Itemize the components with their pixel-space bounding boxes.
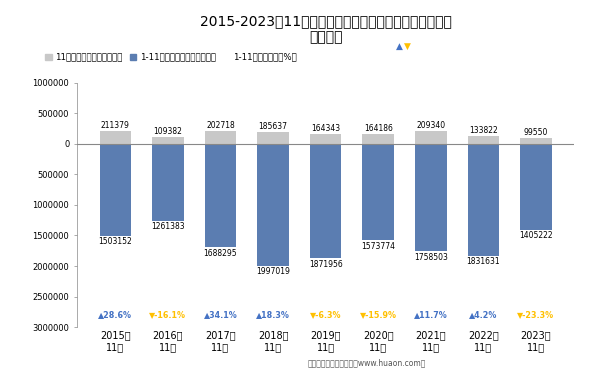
Text: ▼-15.9%: ▼-15.9% bbox=[360, 310, 397, 319]
Text: 211379: 211379 bbox=[101, 121, 130, 130]
Bar bbox=[415, 131, 446, 144]
Text: 209340: 209340 bbox=[416, 121, 445, 130]
Bar bbox=[310, 134, 342, 144]
Text: 制图：华经产业研究院（www.huaon.com）: 制图：华经产业研究院（www.huaon.com） bbox=[308, 359, 426, 368]
Text: 1758503: 1758503 bbox=[414, 253, 448, 262]
Bar bbox=[99, 144, 131, 236]
Text: ▼-23.3%: ▼-23.3% bbox=[517, 310, 555, 319]
Text: 1261383: 1261383 bbox=[151, 223, 185, 231]
Legend: 11月进出口总额（万美元）, 1-11月进出口总额（万美元）, 1-11月同比增速（%）: 11月进出口总额（万美元）, 1-11月进出口总额（万美元）, 1-11月同比增… bbox=[41, 49, 300, 65]
Text: 164186: 164186 bbox=[363, 124, 392, 133]
Text: ▼-16.1%: ▼-16.1% bbox=[149, 310, 186, 319]
Text: ▼: ▼ bbox=[404, 42, 411, 51]
Bar bbox=[99, 131, 131, 144]
Bar bbox=[520, 144, 552, 230]
Text: 1573774: 1573774 bbox=[361, 241, 395, 250]
Bar bbox=[468, 136, 499, 144]
Text: 99550: 99550 bbox=[524, 127, 548, 136]
Text: 185637: 185637 bbox=[259, 122, 288, 131]
Text: 1831631: 1831631 bbox=[466, 257, 500, 266]
Text: ▼-6.3%: ▼-6.3% bbox=[310, 310, 342, 319]
Title: 2015-2023年11月苏州高新技术产业开发区综合保税区进
出口总额: 2015-2023年11月苏州高新技术产业开发区综合保税区进 出口总额 bbox=[200, 14, 452, 44]
Bar bbox=[468, 144, 499, 256]
Bar bbox=[258, 144, 289, 266]
Text: 164343: 164343 bbox=[311, 124, 340, 133]
Text: 1997019: 1997019 bbox=[256, 267, 290, 276]
Text: 202718: 202718 bbox=[206, 121, 235, 130]
Bar bbox=[362, 134, 394, 144]
Bar bbox=[205, 144, 236, 247]
Text: 109382: 109382 bbox=[153, 127, 182, 136]
Bar bbox=[310, 144, 342, 258]
Bar bbox=[520, 138, 552, 144]
Text: 1405222: 1405222 bbox=[519, 231, 553, 240]
Bar bbox=[152, 137, 184, 144]
Text: 1688295: 1688295 bbox=[204, 249, 237, 258]
Text: ▲: ▲ bbox=[396, 42, 403, 51]
Bar bbox=[205, 132, 236, 144]
Bar bbox=[152, 144, 184, 221]
Text: 1503152: 1503152 bbox=[98, 237, 132, 246]
Text: ▲4.2%: ▲4.2% bbox=[469, 310, 497, 319]
Bar bbox=[258, 132, 289, 144]
Bar bbox=[415, 144, 446, 251]
Text: ▲34.1%: ▲34.1% bbox=[204, 310, 237, 319]
Text: ▲11.7%: ▲11.7% bbox=[414, 310, 448, 319]
Text: ▲18.3%: ▲18.3% bbox=[256, 310, 290, 319]
Bar bbox=[362, 144, 394, 240]
Text: ▲28.6%: ▲28.6% bbox=[98, 310, 133, 319]
Text: 133822: 133822 bbox=[469, 126, 498, 135]
Text: 1871956: 1871956 bbox=[308, 260, 343, 269]
